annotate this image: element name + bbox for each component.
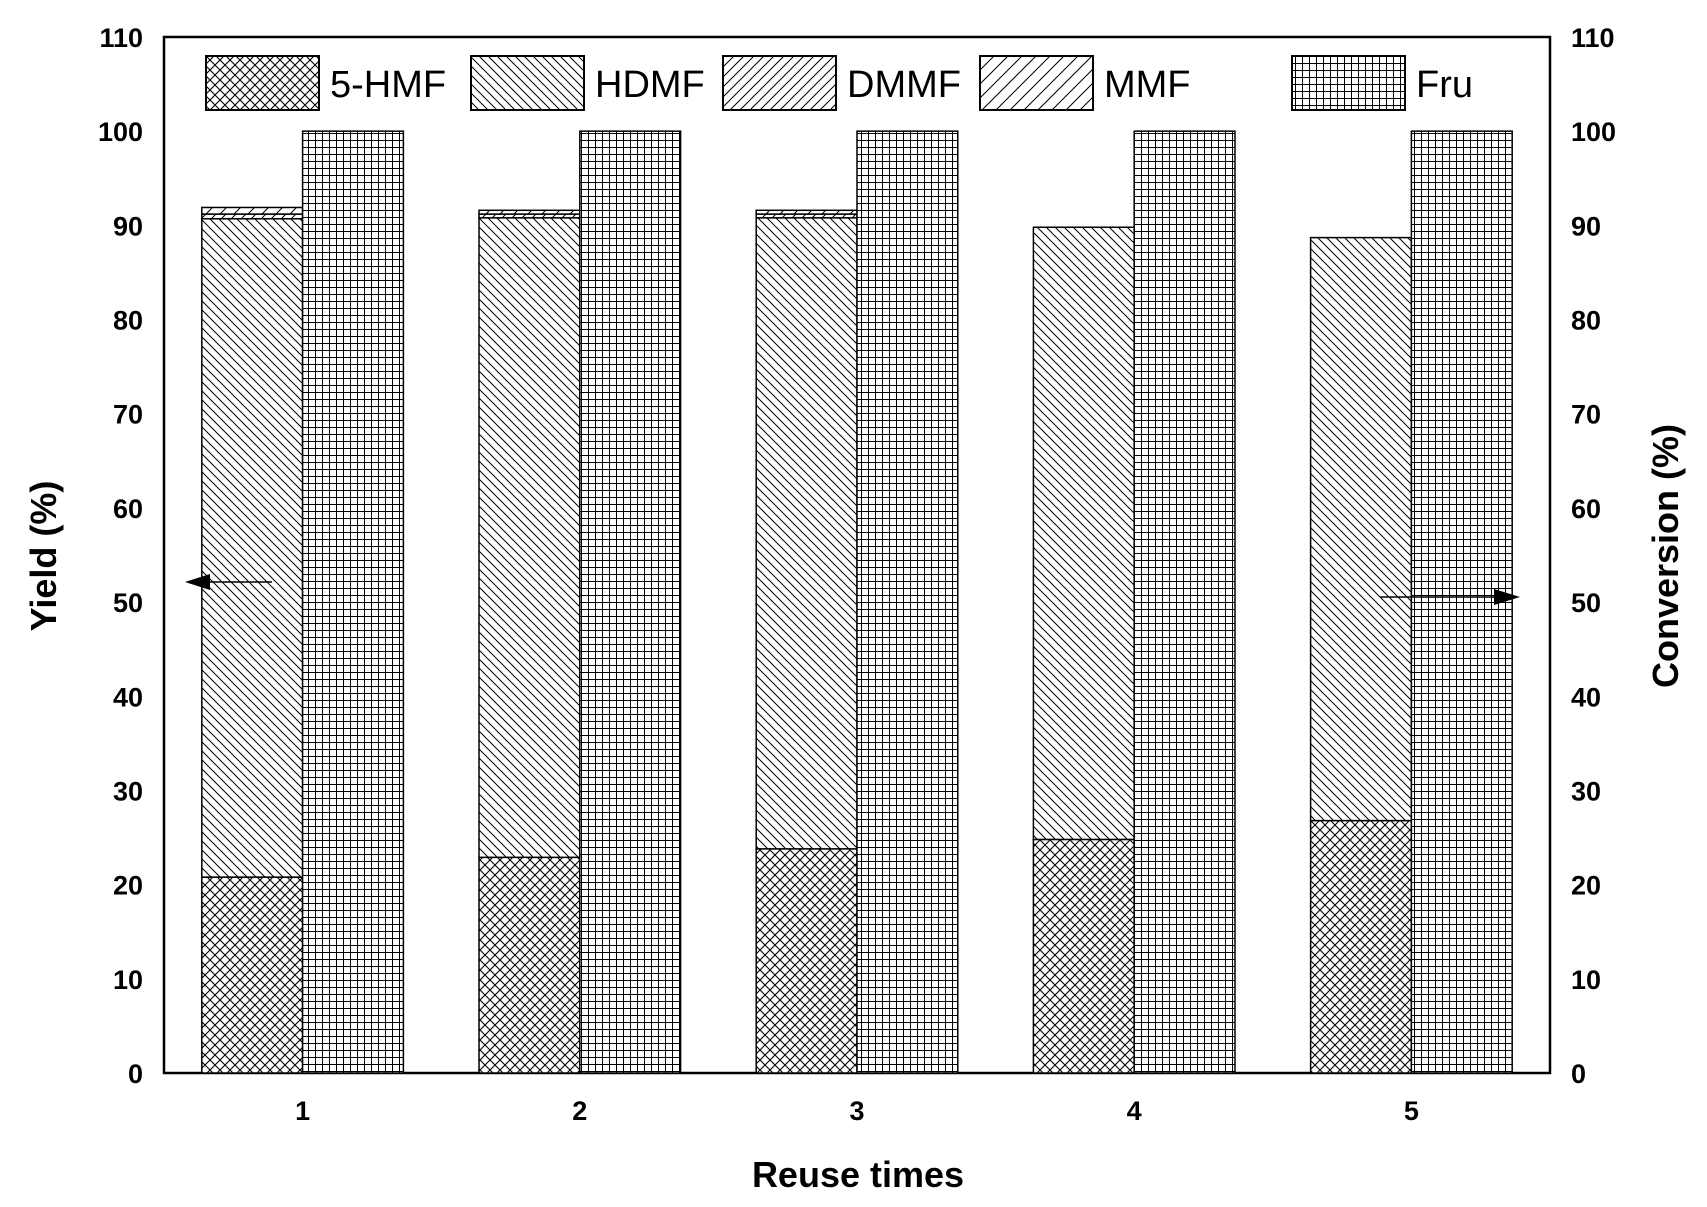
x-tick-label: 5 [1404,1096,1419,1126]
bar-hdmf-3 [755,217,858,850]
left-axis-ticks: 0 10 20 30 40 50 60 70 80 90 100 110 [98,23,143,1089]
y2-tick-label: 80 [1571,306,1601,336]
legend-label: MMF [1104,64,1191,106]
y-tick-label: 60 [113,494,143,524]
y2-tick-label: 20 [1571,871,1601,901]
y-tick-label: 50 [113,588,143,618]
legend: 5-HMF HDMF DMMF MMF Fru [205,55,1473,111]
legend-label: HDMF [595,64,705,106]
y-tick-label: 40 [113,682,143,712]
x-tick-label: 2 [572,1096,587,1126]
y2-tick-label: 50 [1571,588,1601,618]
y2-tick-label: 60 [1571,494,1601,524]
x-axis-title: Reuse times [752,1154,964,1195]
legend-swatch [979,55,1094,111]
bar-5-hmf-1 [201,876,304,1074]
y2-tick-label: 0 [1571,1059,1586,1089]
legend-swatch [205,55,320,111]
right-axis-arrow [1380,589,1520,605]
y-tick-label: 110 [99,23,143,53]
bar-5-hmf-5 [1309,819,1413,1074]
bar-fru-4 [1133,130,1236,1074]
bar-hdmf-2 [478,217,581,859]
bar-fru-2 [579,130,682,1074]
y-tick-label: 70 [113,400,143,430]
y-axis-title: Yield (%) [23,481,64,632]
legend-swatch [1291,55,1406,111]
legend-label: DMMF [847,64,961,106]
y-tick-label: 20 [113,871,143,901]
y2-tick-label: 110 [1571,23,1615,53]
y-tick-label: 80 [113,306,143,336]
bar-mmf-3 [755,209,858,215]
legend-swatch [722,55,837,111]
right-axis-ticks: 0 10 20 30 40 50 60 70 80 90 100 110 [1571,23,1616,1089]
x-tick-label: 4 [1127,1096,1142,1126]
left-axis-arrow [185,574,272,590]
bar-5-hmf-3 [755,848,858,1074]
bar-mmf-2 [478,209,581,215]
y2-tick-label: 30 [1571,776,1601,806]
bar-5-hmf-4 [1032,838,1135,1074]
x-tick-label: 1 [295,1096,310,1126]
y2-axis-title: Conversion (%) [1645,424,1686,688]
legend-swatch [470,55,585,111]
legend-label: Fru [1416,64,1473,106]
legend-label: 5-HMF [330,64,446,106]
y-tick-label: 90 [113,211,143,241]
bar-hdmf-5 [1309,236,1413,822]
y2-tick-label: 70 [1571,400,1601,430]
bar-hdmf-1 [201,218,304,878]
y-tick-label: 100 [98,117,143,147]
y2-tick-label: 90 [1571,211,1601,241]
y2-tick-label: 100 [1571,117,1616,147]
x-tick-label: 3 [849,1096,864,1126]
bar-fru-1 [301,130,405,1074]
y2-tick-label: 40 [1571,682,1601,712]
bars-layer [201,130,1513,1074]
y-tick-label: 30 [113,776,143,806]
y-tick-label: 0 [128,1059,143,1089]
bar-fru-3 [856,130,959,1074]
bar-hdmf-4 [1032,226,1135,841]
x-axis-ticks: 1 2 3 4 5 [295,1096,1419,1126]
bar-mmf-1 [201,206,304,215]
bar-5-hmf-2 [478,856,581,1074]
y2-tick-label: 10 [1571,965,1601,995]
y-tick-label: 10 [113,965,143,995]
